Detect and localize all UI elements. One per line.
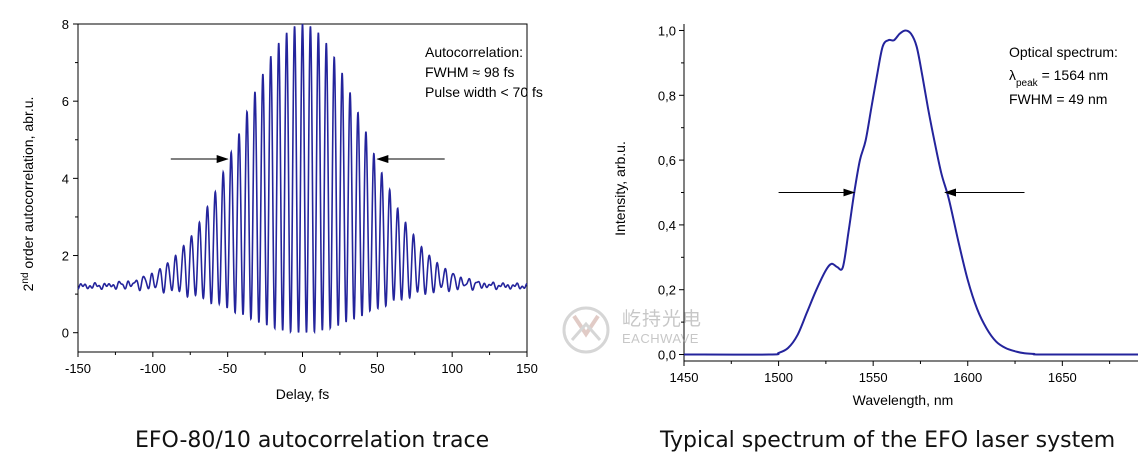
ac-annotation-line: FWHM ≈ 98 fs bbox=[425, 64, 514, 80]
sp-y-tick-label: 0,2 bbox=[658, 283, 676, 298]
sp-annotation-peak-value: = 1564 nm bbox=[1038, 67, 1108, 83]
ac-y-tick-label: 6 bbox=[62, 94, 69, 109]
ac-y-axis-label-sup: nd bbox=[20, 272, 31, 283]
watermark-cn: 屹持光电 bbox=[622, 308, 703, 330]
sp-x-tick-label: 1550 bbox=[859, 370, 888, 385]
sp-y-tick-label: 1,0 bbox=[658, 23, 676, 38]
autocorrelation-caption: EFO-80/10 autocorrelation trace bbox=[135, 428, 490, 453]
ac-y-tick-label: 4 bbox=[62, 171, 69, 186]
ac-x-tick-label: -100 bbox=[140, 361, 166, 376]
ac-y-tick-label: 2 bbox=[62, 249, 69, 264]
sp-annotation-fwhm: FWHM = 49 nm bbox=[1009, 91, 1107, 107]
sp-x-tick-label: 1600 bbox=[953, 370, 982, 385]
sp-annotation-lambda: λ bbox=[1009, 67, 1016, 83]
watermark-en: EACHWAVE bbox=[622, 331, 699, 346]
ac-y-axis-label-main: order autocorrelation, abr.u. bbox=[20, 97, 36, 273]
sp-x-tick-label: 1450 bbox=[670, 370, 699, 385]
sp-y-axis-label: Intensity, arb.u. bbox=[612, 141, 628, 236]
sp-y-tick-label: 0,0 bbox=[658, 348, 676, 363]
ac-y-tick-label: 0 bbox=[62, 326, 69, 341]
ac-annotation-line: Autocorrelation: bbox=[425, 44, 523, 60]
watermark-logo-icon bbox=[562, 306, 610, 354]
ac-y-axis-label: 2nd order autocorrelation, abr.u. bbox=[20, 97, 37, 292]
sp-x-tick-label: 1650 bbox=[1048, 370, 1077, 385]
ac-x-tick-label: -150 bbox=[65, 361, 91, 376]
sp-annotation-lambda-sub: peak bbox=[1016, 78, 1039, 89]
sp-y-tick-label: 0,6 bbox=[658, 153, 676, 168]
ac-x-tick-label: -50 bbox=[218, 361, 237, 376]
ac-series-line bbox=[77, 23, 528, 335]
sp-annotation-peak: λpeak = 1564 nm bbox=[1009, 67, 1108, 89]
sp-x-axis-label: Wavelength, nm bbox=[853, 392, 954, 408]
ac-y-axis-label-prefix: 2 bbox=[20, 283, 36, 291]
sp-annotation-title: Optical spectrum: bbox=[1009, 44, 1118, 60]
watermark: 屹持光电 EACHWAVE bbox=[560, 300, 701, 361]
ac-x-tick-label: 150 bbox=[516, 361, 538, 376]
spectrum-caption: Typical spectrum of the EFO laser system bbox=[660, 428, 1116, 453]
ac-annotation-line: Pulse width < 70 fs bbox=[425, 84, 543, 100]
ac-x-tick-label: 50 bbox=[370, 361, 384, 376]
sp-series-line bbox=[683, 29, 1139, 356]
ac-x-axis-label: Delay, fs bbox=[276, 386, 329, 402]
sp-x-tick-label: 1500 bbox=[764, 370, 793, 385]
sp-y-tick-label: 0,8 bbox=[658, 88, 676, 103]
sp-y-tick-label: 0,4 bbox=[658, 218, 676, 233]
ac-x-tick-label: 100 bbox=[441, 361, 463, 376]
ac-y-tick-label: 8 bbox=[62, 17, 69, 32]
ac-x-tick-label: 0 bbox=[299, 361, 306, 376]
